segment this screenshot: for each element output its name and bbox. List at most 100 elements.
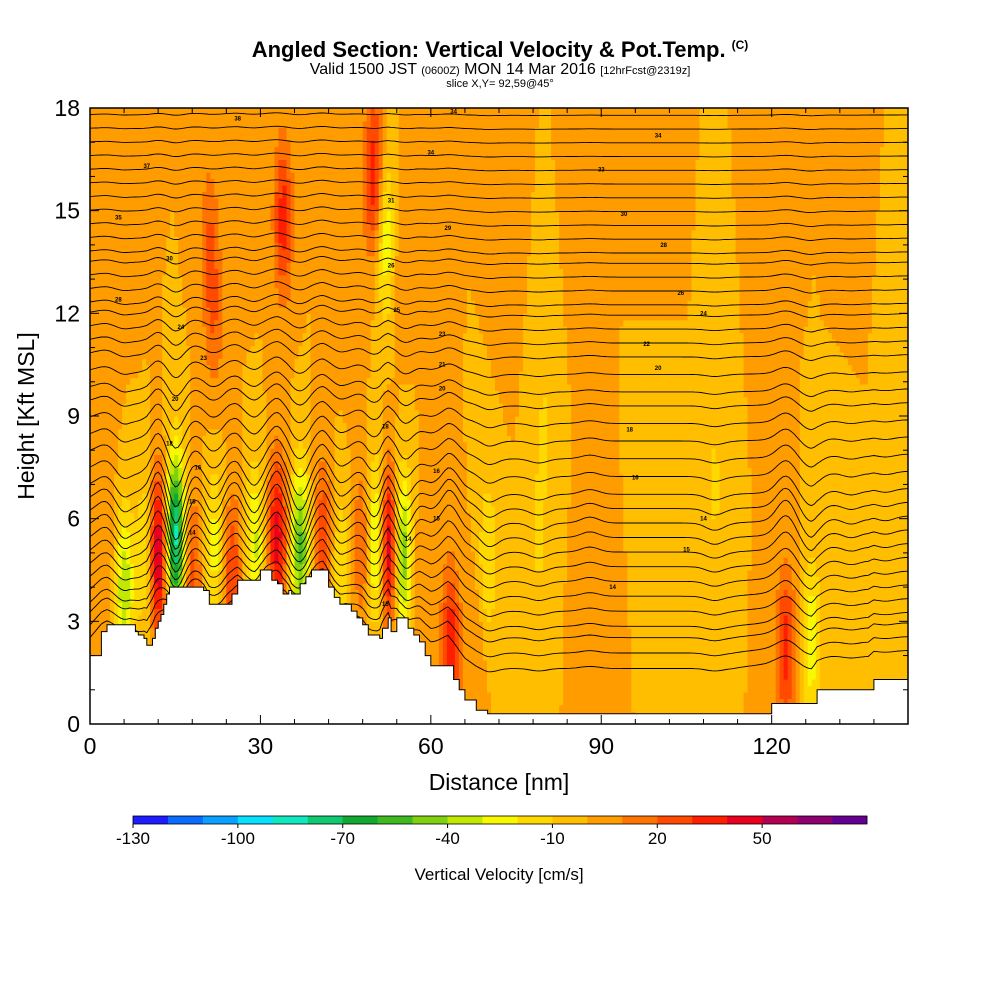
heat-cell: [242, 210, 247, 218]
heat-cell: [186, 217, 191, 225]
heat-cell: [190, 383, 195, 391]
heat-cell: [178, 223, 183, 231]
heat-cell: [110, 114, 115, 122]
heat-cell: [142, 486, 147, 494]
heat-cell: [102, 236, 107, 244]
heat-cell: [178, 531, 183, 539]
heat-cell: [222, 441, 227, 449]
heat-cell: [150, 403, 155, 411]
heat-cell: [210, 454, 215, 462]
heat-cell: [270, 197, 276, 205]
heat-cell: [142, 570, 147, 578]
heat-cell: [90, 550, 95, 558]
heat-cell: [194, 159, 199, 167]
heat-cell: [130, 589, 135, 597]
heat-cell: [274, 518, 280, 526]
heat-cell: [250, 480, 255, 488]
heat-cell: [114, 409, 119, 417]
heat-cell: [230, 570, 235, 578]
heat-cell: [266, 140, 272, 148]
heat-cell: [230, 332, 235, 340]
heat-cell: [222, 525, 227, 533]
heat-cell: [162, 339, 167, 347]
heat-cell: [242, 448, 247, 456]
heat-cell: [230, 403, 235, 411]
heat-cell: [114, 229, 119, 237]
heat-cell: [262, 313, 268, 321]
heat-cell: [218, 505, 223, 513]
heat-cell: [290, 120, 296, 128]
heat-cell: [282, 236, 288, 244]
heat-cell: [258, 345, 264, 353]
heat-cell: [242, 441, 247, 449]
heat-cell: [194, 255, 199, 263]
heat-cell: [270, 525, 276, 533]
heat-cell: [226, 185, 231, 193]
heat-cell: [210, 197, 215, 205]
heat-cell: [254, 390, 260, 398]
heat-cell: [230, 499, 235, 507]
heat-cell: [294, 409, 300, 417]
heat-cell: [242, 306, 247, 314]
heat-cell: [226, 274, 231, 282]
heat-cell: [182, 563, 187, 571]
heat-cell: [222, 223, 227, 231]
heat-cell: [190, 396, 195, 404]
heat-cell: [98, 210, 103, 218]
heat-cell: [242, 525, 247, 533]
heat-cell: [138, 249, 143, 257]
heat-cell: [206, 383, 211, 391]
heat-cell: [182, 454, 187, 462]
heat-cell: [170, 127, 175, 135]
heat-cell: [162, 172, 167, 180]
heat-cell: [254, 204, 260, 212]
heat-cell: [230, 582, 235, 590]
heat-cell: [186, 358, 191, 366]
heat-cell: [258, 351, 264, 359]
heat-cell: [254, 255, 260, 263]
heat-cell: [178, 582, 183, 590]
heat-cell: [226, 332, 231, 340]
heat-cell: [290, 358, 296, 366]
heat-cell: [274, 306, 280, 314]
heat-cell: [134, 576, 139, 584]
heat-cell: [266, 185, 272, 193]
heat-cell: [146, 165, 151, 173]
heat-cell: [294, 544, 300, 552]
heat-cell: [130, 313, 135, 321]
heat-cell: [102, 223, 107, 231]
heat-cell: [166, 351, 171, 359]
heat-cell: [190, 178, 195, 186]
heat-cell: [114, 371, 119, 379]
heat-cell: [230, 454, 235, 462]
heat-cell: [262, 454, 268, 462]
heat-cell: [202, 133, 207, 141]
heat-cell: [130, 332, 135, 340]
heat-cell: [218, 499, 223, 507]
heat-cell: [158, 300, 163, 308]
heat-cell: [214, 319, 219, 327]
heat-cell: [154, 146, 159, 154]
heat-cell: [170, 236, 175, 244]
heat-cell: [106, 454, 111, 462]
heat-cell: [202, 229, 207, 237]
heat-cell: [238, 377, 243, 385]
heat-cell: [162, 422, 167, 430]
heat-cell: [278, 204, 284, 212]
heat-cell: [118, 223, 123, 231]
heat-cell: [98, 191, 103, 199]
heat-cell: [206, 396, 211, 404]
heat-cell: [174, 210, 179, 218]
heat-cell: [190, 332, 195, 340]
heat-cell: [138, 602, 143, 610]
heat-cell: [222, 217, 227, 225]
heat-cell: [274, 351, 280, 359]
heat-cell: [182, 152, 187, 160]
heat-cell: [178, 364, 183, 372]
heat-cell: [270, 281, 276, 289]
heat-cell: [246, 480, 251, 488]
heat-cell: [170, 493, 175, 501]
heat-cell: [270, 306, 276, 314]
heat-cell: [214, 255, 219, 263]
heat-cell: [238, 422, 243, 430]
